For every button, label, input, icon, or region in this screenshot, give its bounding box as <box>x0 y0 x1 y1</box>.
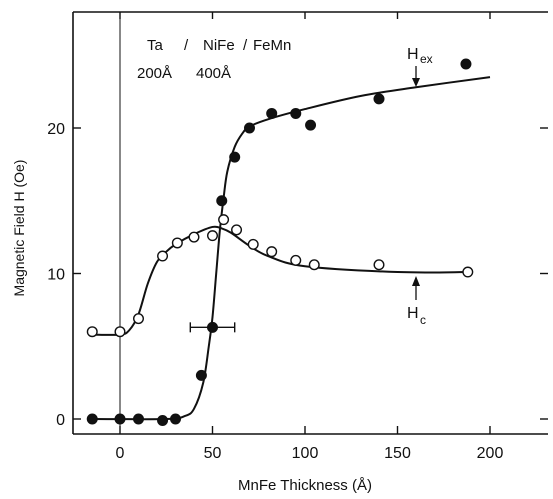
annotation-femn-thickness: 400Å <box>196 65 231 82</box>
annotation-femn: FeMn <box>253 37 291 54</box>
ticks: 0 50 100 150 200 0 10 20 <box>47 12 548 462</box>
hc-label-main: H <box>407 305 419 322</box>
hex-label-sub: ex <box>420 52 433 66</box>
data-point-hc <box>247 238 259 250</box>
y-tick-label: 20 <box>47 121 65 138</box>
x-tick-label: 100 <box>292 445 319 462</box>
x-tick-label: 50 <box>204 445 222 462</box>
data-point-hc <box>462 266 474 278</box>
data-point-hc <box>157 250 169 262</box>
data-points <box>86 58 474 426</box>
x-tick-label: 0 <box>116 445 125 462</box>
y-axis-label: Magnetic Field H (Oe) <box>11 160 27 297</box>
axes <box>72 11 548 435</box>
hex-label-main: H <box>407 46 419 63</box>
annotation-nife: NiFe <box>203 37 235 54</box>
data-point-hc <box>266 246 278 258</box>
data-point-hc <box>290 254 302 266</box>
data-point-hex <box>114 413 126 425</box>
data-point-hex <box>133 413 144 425</box>
x-tick-label: 200 <box>477 445 504 462</box>
annotation-sep-2: / <box>243 37 248 54</box>
legend-hex: H ex <box>407 46 433 87</box>
data-point-hc <box>218 214 230 226</box>
data-point-hex <box>170 413 181 425</box>
x-axis-label: MnFe Thickness (Å) <box>238 477 372 494</box>
data-point-hex <box>305 119 317 131</box>
annotation-sep-1: / <box>184 37 189 54</box>
data-point-hc <box>171 237 183 249</box>
legend-hc: H c <box>407 276 426 327</box>
fit-curve-hex <box>92 76 491 421</box>
hex-arrow-head <box>412 78 420 87</box>
data-point-hex <box>207 321 218 333</box>
y-tick-label: 0 <box>56 412 65 429</box>
data-point-hc <box>86 326 98 338</box>
data-point-hex <box>244 122 255 134</box>
data-point-hex <box>86 413 98 425</box>
data-point-hc <box>132 313 144 325</box>
fit-curves <box>92 76 491 421</box>
data-point-hex <box>229 151 241 163</box>
hc-label-sub: c <box>420 313 426 327</box>
annotation-ta: Ta <box>147 37 164 54</box>
x-tick-label: 150 <box>384 445 411 462</box>
data-point-hex <box>460 58 472 70</box>
data-point-hex <box>373 93 385 105</box>
y-tick-label: 10 <box>47 267 65 284</box>
data-point-hc <box>188 231 200 243</box>
data-point-hc <box>114 326 126 338</box>
stack-annotation: Ta / NiFe / FeMn 200Å 400Å <box>137 37 291 82</box>
data-point-hex <box>157 414 169 426</box>
annotation-ta-thickness: 200Å <box>137 65 172 82</box>
data-point-hex <box>216 195 228 207</box>
data-point-hc <box>373 259 385 271</box>
data-point-hex <box>266 107 278 119</box>
data-point-hex <box>195 369 207 381</box>
data-point-hc <box>231 224 243 236</box>
data-point-hc <box>206 230 218 242</box>
data-point-hex <box>290 107 302 119</box>
hc-arrow-head <box>412 276 420 286</box>
data-point-hc <box>308 259 320 271</box>
